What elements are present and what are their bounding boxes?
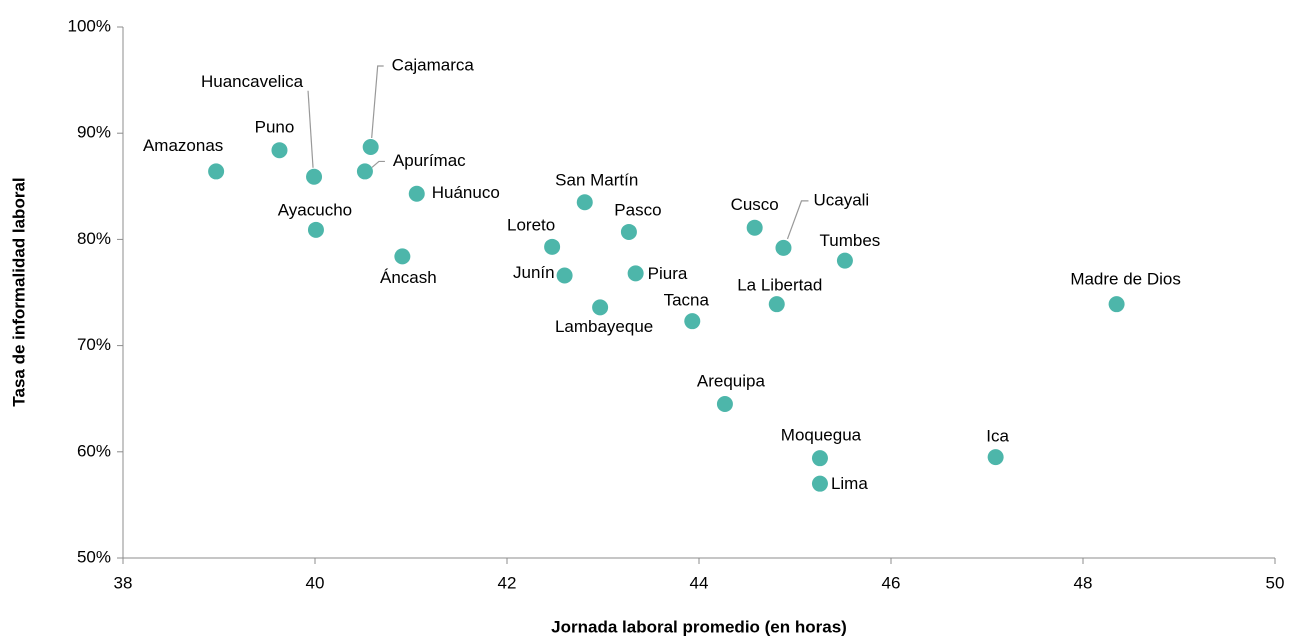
point-label: Puno [255,118,295,137]
point [1108,296,1125,313]
point [394,248,411,265]
point-label: Tumbes [820,231,881,250]
point-label: Lima [831,474,868,493]
point-label: Huancavelica [201,72,304,91]
point [208,163,225,180]
point [307,221,324,238]
point-label: Ica [986,427,1009,446]
x-tick-label: 38 [114,573,133,592]
point-label: La Libertad [737,276,822,295]
point [356,163,373,180]
point [684,313,701,330]
point-label: Moquegua [781,426,862,445]
x-tick-label: 40 [306,573,325,592]
point [768,296,785,313]
point [306,168,323,185]
point [716,396,733,413]
y-tick-label: 100% [68,16,111,35]
point-label: Madre de Dios [1070,270,1181,289]
point [746,219,763,236]
y-tick-label: 70% [77,335,111,354]
point-label: Amazonas [143,136,223,155]
x-tick-label: 44 [690,573,709,592]
point-label: Apurímac [393,151,466,170]
point [620,223,637,240]
leader-line [371,65,384,139]
point-label: Arequipa [697,371,766,390]
x-tick-label: 42 [498,573,517,592]
point-label: Huánuco [432,183,500,202]
point-label: Ayacucho [278,200,352,219]
point [576,194,593,211]
point-label: Junín [513,263,555,282]
point-label: Lambayeque [555,317,653,336]
leader-line [786,200,809,240]
point-label: San Martín [555,171,638,190]
x-tick-label: 48 [1074,573,1093,592]
point-label: Tacna [664,291,710,310]
leader-line [307,90,314,168]
point [271,142,288,159]
point-label: Piura [648,264,688,283]
point-label: Pasco [614,200,661,219]
point [811,475,828,492]
x-tick-label: 46 [882,573,901,592]
point-label: Loreto [507,215,555,234]
point [627,265,644,282]
y-axis-title: Tasa de informalidad laboral [9,177,28,406]
point-label: Ucayali [813,190,869,209]
y-tick-label: 80% [77,229,111,248]
point-label: Áncash [380,268,437,287]
point [775,239,792,256]
point [544,238,561,255]
x-tick-label: 50 [1266,573,1285,592]
x-axis-title: Jornada laboral promedio (en horas) [551,617,847,636]
point [408,185,425,202]
point [556,267,573,284]
y-tick-label: 60% [77,441,111,460]
y-tick-label: 90% [77,123,111,142]
point [836,252,853,269]
point-label: Cusco [731,195,779,214]
y-tick-label: 50% [77,547,111,566]
point [362,139,379,156]
point-label: Cajamarca [392,55,475,74]
point [987,449,1004,466]
leader-line [371,160,385,168]
point [592,299,609,316]
point [811,450,828,467]
